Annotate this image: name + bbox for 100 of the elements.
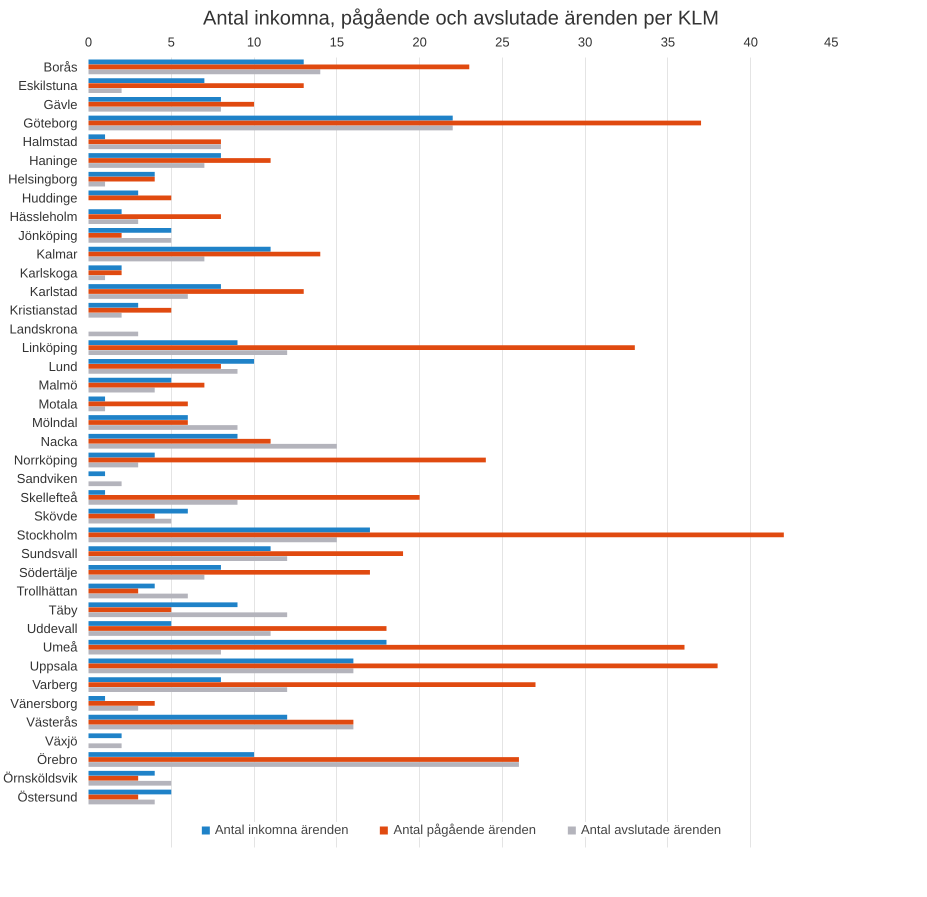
- y-tick-label: Örebro: [37, 752, 78, 768]
- x-tick-label: 45: [824, 34, 839, 50]
- y-tick-label: Haninge: [29, 152, 78, 168]
- bar: [88, 425, 238, 430]
- y-tick-label: Lund: [48, 358, 78, 374]
- bar: [88, 490, 106, 495]
- bar: [88, 232, 122, 238]
- bar: [88, 438, 271, 444]
- bar: [88, 631, 271, 636]
- y-tick-label: Västerås: [26, 714, 78, 730]
- y-tick-label: Göteborg: [23, 116, 78, 131]
- bar: [88, 762, 519, 767]
- bar: [88, 415, 188, 420]
- bar: [88, 640, 386, 645]
- y-tick-label: Vänersborg: [10, 696, 78, 711]
- y-tick-label: Stockholm: [16, 527, 78, 542]
- bar: [88, 564, 221, 570]
- y-tick-label: Halmstad: [22, 134, 78, 150]
- bar: [88, 88, 122, 93]
- bar: [88, 182, 106, 187]
- y-tick-label: Borås: [44, 59, 78, 74]
- bar: [88, 733, 122, 738]
- y-tick-label: Trollhättan: [16, 584, 78, 599]
- y-tick-label: Uppsala: [30, 658, 78, 674]
- bar: [88, 714, 288, 720]
- bar: [88, 120, 702, 126]
- bar: [88, 495, 420, 500]
- bar: [88, 757, 519, 762]
- x-tick-label: 40: [743, 34, 758, 50]
- bar: [88, 302, 138, 308]
- bar: [88, 462, 138, 468]
- bar: [88, 69, 320, 74]
- y-tick-label: Norrköping: [14, 452, 78, 468]
- bar: [88, 668, 354, 674]
- bar: [88, 677, 221, 682]
- bar: [88, 246, 271, 252]
- bar: [88, 780, 172, 786]
- bar: [88, 126, 453, 130]
- bar: [88, 612, 288, 618]
- bar: [88, 546, 271, 551]
- bar: [88, 256, 204, 262]
- bar: [88, 275, 106, 280]
- bar: [88, 139, 221, 144]
- y-tick-label: Skövde: [34, 508, 78, 524]
- bar: [88, 444, 337, 449]
- bar: [88, 752, 254, 757]
- bar: [88, 607, 172, 612]
- bar: [88, 794, 138, 800]
- y-tick-label: Jönköping: [18, 228, 78, 243]
- bar: [88, 644, 684, 650]
- bar: [88, 312, 122, 318]
- bar: [88, 219, 138, 224]
- bar: [88, 144, 221, 150]
- bar: [88, 800, 155, 804]
- bar: [88, 556, 288, 561]
- bar: [88, 64, 470, 70]
- x-tick-label: 25: [495, 34, 510, 50]
- bar: [88, 364, 221, 369]
- bar: [88, 176, 155, 182]
- bar: [88, 369, 238, 374]
- legend-label: Antal inkomna ärenden: [214, 822, 349, 837]
- y-tick-label: Eskilstuna: [18, 78, 78, 94]
- bar: [88, 514, 155, 519]
- bar: [88, 602, 238, 608]
- bar: [88, 537, 337, 542]
- y-tick-label: Skellefteå: [20, 490, 78, 505]
- bar: [88, 621, 172, 626]
- bar: [88, 270, 122, 276]
- bar: [88, 78, 204, 83]
- bar: [88, 196, 172, 200]
- bar: [88, 116, 453, 120]
- bar: [88, 265, 122, 270]
- y-tick-label: Sundsvall: [21, 546, 78, 562]
- y-tick-label: Sandviken: [16, 471, 78, 486]
- bar: [88, 706, 138, 711]
- chart-title: Antal inkomna, pågående och avslutade ärenden per KLM: [203, 8, 719, 30]
- bar: [88, 134, 106, 140]
- bar: [88, 340, 238, 346]
- x-tick-label: 35: [660, 34, 676, 50]
- bar: [88, 682, 536, 688]
- y-tick-label: Kristianstad: [10, 302, 78, 318]
- bar: [88, 345, 635, 350]
- bar: [88, 284, 221, 289]
- bar: [88, 238, 172, 243]
- bar: [88, 172, 155, 177]
- bar: [88, 332, 138, 336]
- bar: [88, 700, 155, 706]
- y-tick-label: Östersund: [18, 789, 78, 804]
- bar: [88, 153, 221, 158]
- y-tick-label: Hässleholm: [10, 209, 78, 224]
- y-tick-label: Mölndal: [32, 415, 78, 430]
- bar: [88, 508, 188, 514]
- bar: [88, 574, 204, 580]
- bar: [88, 500, 238, 505]
- x-tick-label: 15: [330, 34, 344, 50]
- x-tick-label: 0: [84, 34, 92, 50]
- bar: [88, 551, 404, 556]
- y-tick-label: Landskrona: [10, 321, 78, 336]
- bar: [88, 396, 106, 402]
- bar: [88, 96, 221, 102]
